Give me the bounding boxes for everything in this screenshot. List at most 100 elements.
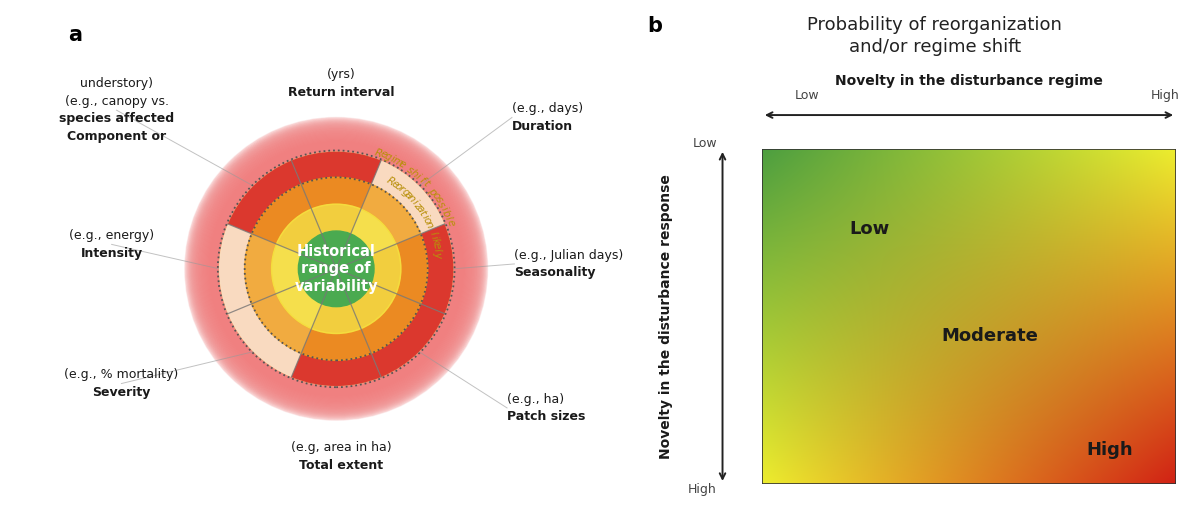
Text: Low: Low xyxy=(850,220,889,238)
Text: l: l xyxy=(432,248,443,253)
Text: Total extent: Total extent xyxy=(299,459,383,472)
Circle shape xyxy=(204,137,468,401)
Text: (e.g., % mortality): (e.g., % mortality) xyxy=(65,368,179,381)
Text: Severity: Severity xyxy=(92,386,151,399)
Text: Patch sizes: Patch sizes xyxy=(508,410,586,423)
Text: a: a xyxy=(414,203,426,214)
Circle shape xyxy=(192,124,481,414)
Text: (e.g, area in ha): (e.g, area in ha) xyxy=(290,441,391,454)
Wedge shape xyxy=(336,224,454,314)
Circle shape xyxy=(199,132,473,406)
Text: p: p xyxy=(426,186,438,197)
Wedge shape xyxy=(228,269,336,377)
Text: n: n xyxy=(424,220,434,230)
Circle shape xyxy=(188,121,485,417)
Text: a: a xyxy=(67,25,82,45)
Text: High: High xyxy=(688,483,716,495)
Text: i: i xyxy=(409,198,419,207)
Text: (e.g., energy): (e.g., energy) xyxy=(70,229,155,242)
Text: b: b xyxy=(647,16,662,36)
Text: o: o xyxy=(392,181,403,192)
Text: s: s xyxy=(436,199,446,209)
Text: e: e xyxy=(396,158,407,170)
Text: Low: Low xyxy=(794,89,820,102)
Wedge shape xyxy=(292,269,382,386)
Circle shape xyxy=(190,122,484,416)
Circle shape xyxy=(203,135,470,403)
Text: o: o xyxy=(421,215,433,226)
Text: species affected: species affected xyxy=(59,112,174,126)
Circle shape xyxy=(205,138,467,400)
Text: Novelty in the disturbance regime: Novelty in the disturbance regime xyxy=(835,74,1103,88)
Circle shape xyxy=(191,123,482,415)
Text: (e.g., days): (e.g., days) xyxy=(512,102,583,115)
Text: f: f xyxy=(418,175,426,185)
Text: R: R xyxy=(385,175,396,188)
Circle shape xyxy=(220,152,454,386)
Text: Low: Low xyxy=(692,138,716,150)
Text: o: o xyxy=(430,190,442,201)
Text: s: s xyxy=(433,195,444,205)
Text: e: e xyxy=(431,242,442,250)
Text: High: High xyxy=(1151,89,1180,102)
Text: (e.g., ha): (e.g., ha) xyxy=(508,393,564,406)
Text: i: i xyxy=(414,172,422,181)
Circle shape xyxy=(196,129,476,409)
Circle shape xyxy=(187,120,485,418)
Text: b: b xyxy=(440,208,452,219)
Text: n: n xyxy=(406,193,418,204)
Circle shape xyxy=(206,140,466,398)
Text: (e.g., canopy vs.: (e.g., canopy vs. xyxy=(65,95,168,108)
Text: Duration: Duration xyxy=(512,120,574,133)
Circle shape xyxy=(202,134,472,404)
Text: k: k xyxy=(430,237,440,246)
Wedge shape xyxy=(336,269,444,377)
Text: a: a xyxy=(402,190,414,201)
Text: understory): understory) xyxy=(80,77,154,90)
Text: Moderate: Moderate xyxy=(941,327,1038,346)
Text: High: High xyxy=(1086,441,1133,459)
Circle shape xyxy=(197,130,475,408)
Text: Novelty in the disturbance response: Novelty in the disturbance response xyxy=(659,174,673,459)
Text: z: z xyxy=(412,200,422,211)
Text: l: l xyxy=(443,214,454,221)
Text: i: i xyxy=(439,205,449,212)
Text: (e.g., Julian days): (e.g., Julian days) xyxy=(515,248,624,262)
Text: R: R xyxy=(373,147,384,159)
Text: Return interval: Return interval xyxy=(288,86,395,99)
Circle shape xyxy=(204,136,469,402)
Circle shape xyxy=(200,133,473,405)
Circle shape xyxy=(198,131,474,407)
Text: (yrs): (yrs) xyxy=(326,68,355,81)
Text: e: e xyxy=(378,149,388,161)
Wedge shape xyxy=(336,161,444,269)
Text: Seasonality: Seasonality xyxy=(515,266,596,279)
Text: i: i xyxy=(420,213,430,220)
Text: t: t xyxy=(418,208,427,217)
Text: m: m xyxy=(390,155,404,168)
Text: Intensity: Intensity xyxy=(80,247,143,260)
Circle shape xyxy=(193,126,479,412)
Circle shape xyxy=(192,125,480,413)
Circle shape xyxy=(194,127,478,411)
Text: g: g xyxy=(400,187,410,198)
Text: y: y xyxy=(433,251,444,258)
Text: t: t xyxy=(420,179,431,189)
Text: Probability of reorganization
and/or regime shift: Probability of reorganization and/or reg… xyxy=(808,16,1062,56)
Text: l: l xyxy=(427,230,438,236)
Text: g: g xyxy=(383,151,394,163)
Circle shape xyxy=(185,118,487,420)
Wedge shape xyxy=(220,224,336,314)
Circle shape xyxy=(299,231,374,306)
Text: r: r xyxy=(397,184,407,195)
Text: e: e xyxy=(445,218,456,228)
Circle shape xyxy=(186,119,486,419)
Text: i: i xyxy=(428,234,439,240)
Text: s: s xyxy=(404,165,415,176)
Wedge shape xyxy=(292,152,382,269)
Text: Historical
range of
variability: Historical range of variability xyxy=(294,244,378,294)
Text: Component or: Component or xyxy=(67,130,166,143)
Text: h: h xyxy=(408,167,420,179)
Wedge shape xyxy=(228,161,336,269)
Text: i: i xyxy=(389,154,396,164)
